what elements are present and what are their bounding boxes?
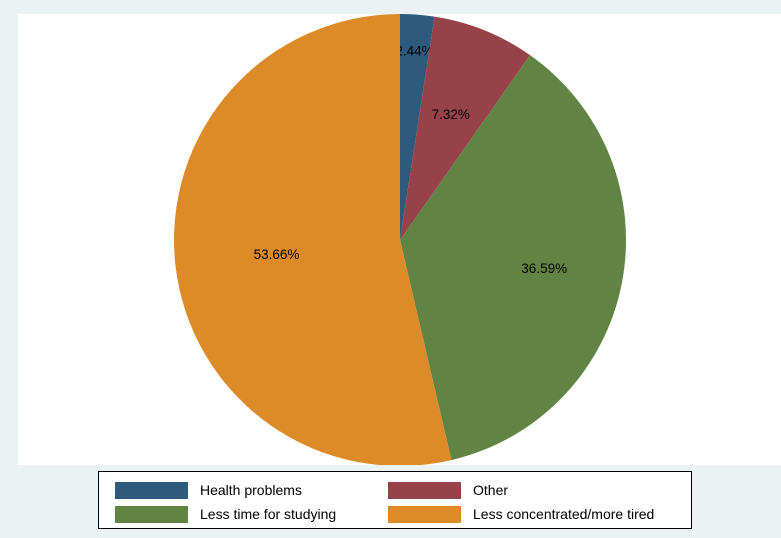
legend-label-health-problems: Health problems bbox=[200, 482, 302, 498]
legend-label-less-time-for-studying: Less time for studying bbox=[200, 506, 337, 522]
pie-slice-less-time-for-studying bbox=[400, 55, 626, 461]
legend: Health problems Other Less time for stud… bbox=[98, 471, 692, 529]
legend-item-less-time-for-studying: Less time for studying bbox=[115, 504, 336, 524]
legend-swatch-health-problems bbox=[115, 481, 188, 499]
legend-label-less-concentrated: Less concentrated/more tired bbox=[473, 506, 655, 522]
plot-area: 2.44% 7.32% 36.59% 53.66% bbox=[18, 14, 781, 465]
pie-slice-less-concentrated-more-tired bbox=[174, 14, 452, 465]
pie-chart: 2.44% 7.32% 36.59% 53.66% bbox=[174, 14, 626, 465]
slice-label-other: 7.32% bbox=[432, 107, 470, 122]
pie-slice-other bbox=[400, 16, 531, 241]
legend-label-other: Other bbox=[473, 482, 509, 498]
legend-swatch-other bbox=[388, 481, 461, 499]
legend-item-other: Other bbox=[388, 480, 508, 500]
legend-swatch-less-time-for-studying bbox=[115, 505, 188, 523]
slice-label-less-time-for-studying: 36.59% bbox=[521, 261, 567, 276]
slice-label-health-problems: 2.44% bbox=[395, 44, 433, 59]
slice-label-less-concentrated-more-tired: 53.66% bbox=[254, 247, 300, 262]
legend-item-health-problems: Health problems bbox=[115, 480, 302, 500]
pie-slice-health-problems bbox=[400, 14, 435, 240]
legend-item-less-concentrated: Less concentrated/more tired bbox=[388, 504, 654, 524]
legend-swatch-less-concentrated bbox=[388, 505, 461, 523]
